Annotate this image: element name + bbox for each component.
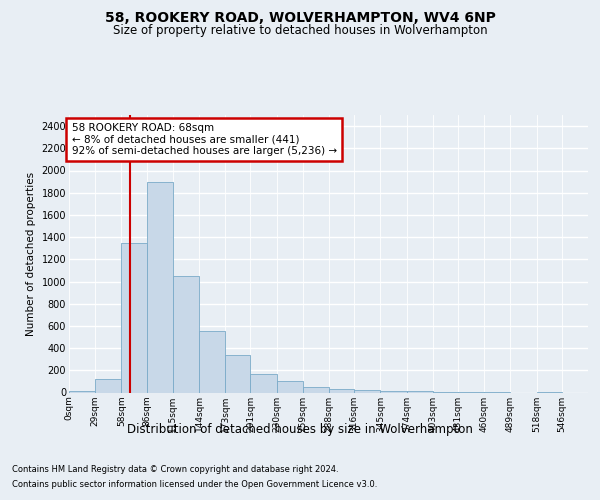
Text: 58 ROOKERY ROAD: 68sqm
← 8% of detached houses are smaller (441)
92% of semi-det: 58 ROOKERY ROAD: 68sqm ← 8% of detached … bbox=[72, 123, 337, 156]
Text: Contains public sector information licensed under the Open Government Licence v3: Contains public sector information licen… bbox=[12, 480, 377, 489]
Bar bbox=[173, 276, 199, 392]
Bar bbox=[303, 387, 329, 392]
Bar bbox=[121, 242, 146, 392]
Y-axis label: Number of detached properties: Number of detached properties bbox=[26, 172, 36, 336]
Bar bbox=[380, 391, 407, 392]
Bar bbox=[225, 356, 250, 393]
Bar bbox=[277, 382, 303, 392]
Text: Size of property relative to detached houses in Wolverhampton: Size of property relative to detached ho… bbox=[113, 24, 487, 37]
Bar bbox=[250, 374, 277, 392]
Bar bbox=[329, 389, 354, 392]
Bar bbox=[354, 390, 380, 392]
Text: Distribution of detached houses by size in Wolverhampton: Distribution of detached houses by size … bbox=[127, 422, 473, 436]
Bar bbox=[95, 379, 121, 392]
Bar bbox=[199, 332, 225, 392]
Text: 58, ROOKERY ROAD, WOLVERHAMPTON, WV4 6NP: 58, ROOKERY ROAD, WOLVERHAMPTON, WV4 6NP bbox=[104, 11, 496, 25]
Text: Contains HM Land Registry data © Crown copyright and database right 2024.: Contains HM Land Registry data © Crown c… bbox=[12, 465, 338, 474]
Bar bbox=[146, 182, 173, 392]
